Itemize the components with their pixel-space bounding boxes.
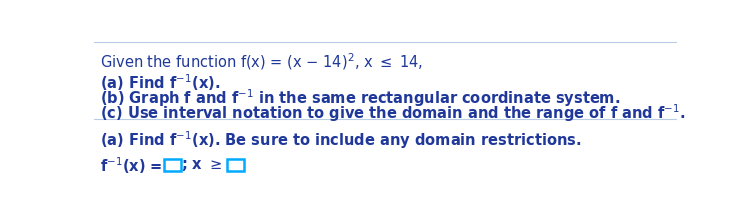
Text: ; x $\geq$: ; x $\geq$ [181, 158, 227, 173]
Text: Given the function f(x) = (x $-$ 14)$^{2}$, x $\leq$ 14,: Given the function f(x) = (x $-$ 14)$^{2… [100, 51, 423, 72]
Text: (a) Find f$^{-1}$(x). Be sure to include any domain restrictions.: (a) Find f$^{-1}$(x). Be sure to include… [100, 129, 582, 151]
Text: f$^{-1}$(x) =: f$^{-1}$(x) = [100, 155, 165, 176]
Text: (c) Use interval notation to give the domain and the range of f and f$^{-1}$.: (c) Use interval notation to give the do… [100, 103, 686, 125]
Text: (a) Find f$^{-1}$(x).: (a) Find f$^{-1}$(x). [100, 73, 220, 93]
Text: (b) Graph f and f$^{-1}$ in the same rectangular coordinate system.: (b) Graph f and f$^{-1}$ in the same rec… [100, 87, 620, 109]
FancyBboxPatch shape [227, 159, 244, 171]
FancyBboxPatch shape [165, 159, 181, 171]
